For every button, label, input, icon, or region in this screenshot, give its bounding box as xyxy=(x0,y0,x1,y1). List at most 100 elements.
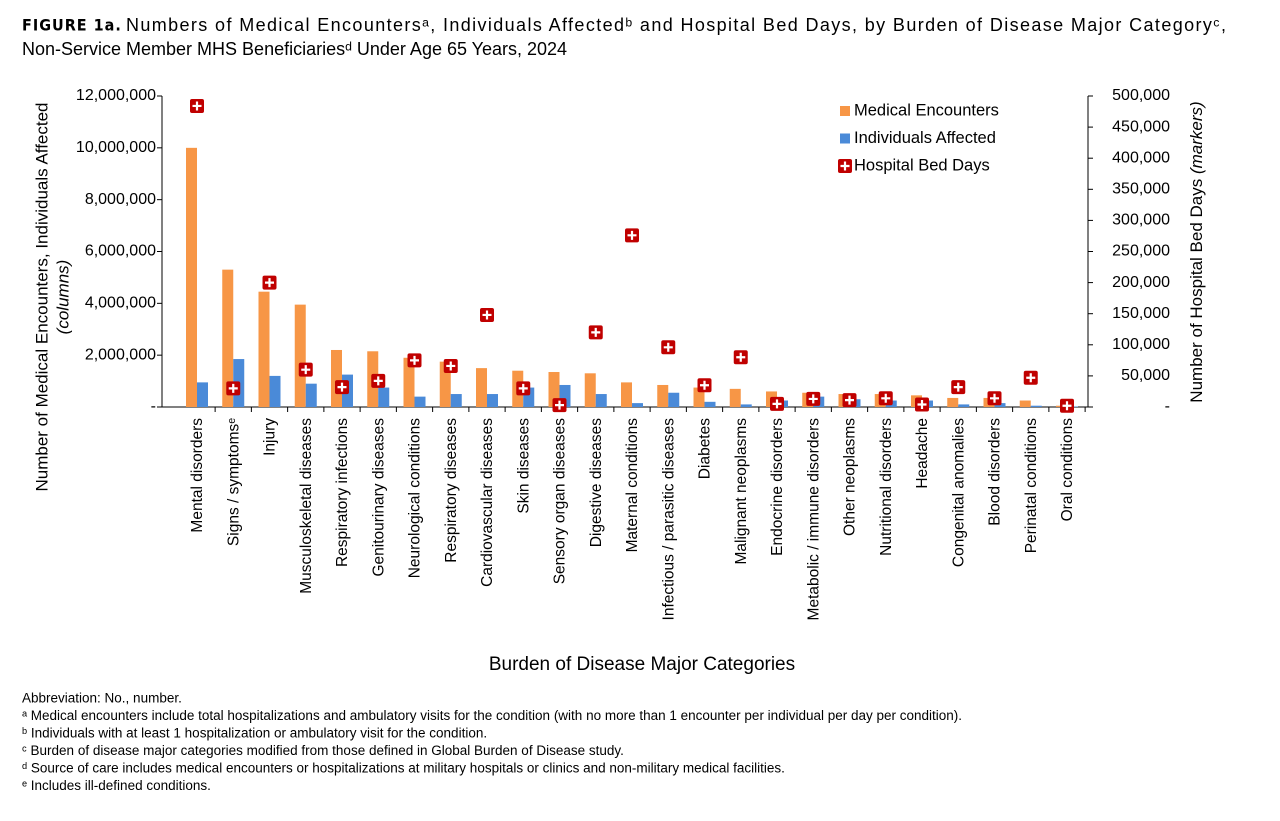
chart-title: Non-Service Member MHS Beneficiariesᵈ Un… xyxy=(22,39,567,59)
marker-cross xyxy=(555,400,564,410)
footnote: ᵉ Includes ill-defined conditions. xyxy=(22,778,211,793)
bar xyxy=(559,384,571,407)
y2-tick-label: 50,000 xyxy=(1121,367,1170,384)
point-marker xyxy=(588,325,603,340)
bar xyxy=(548,372,560,407)
bar xyxy=(403,357,415,407)
bar xyxy=(476,368,487,407)
bar xyxy=(1030,405,1042,407)
point-marker xyxy=(516,381,531,396)
legend-label: Individuals Affected xyxy=(854,129,996,147)
bar xyxy=(378,387,390,407)
legend-swatch xyxy=(840,106,850,116)
x-tick-label: Injury xyxy=(262,418,279,456)
point-marker xyxy=(770,396,784,411)
y2-axis-label-note: (markers) xyxy=(1187,101,1206,174)
marker-cross xyxy=(845,395,854,405)
point-marker xyxy=(697,378,712,393)
y2-tick-label: - xyxy=(1165,398,1170,415)
marker-cross xyxy=(736,352,746,362)
marker-cross xyxy=(953,382,963,392)
y-tick-label: 12,000,000 xyxy=(76,87,156,104)
point-marker xyxy=(661,340,676,355)
marker-cross xyxy=(627,230,637,240)
x-tick-label: Musculoskeletal diseases xyxy=(298,418,315,594)
x-tick-label: Respiratory diseases xyxy=(443,418,460,563)
y2-tick-label: 350,000 xyxy=(1112,181,1170,198)
x-tick-label: Digestive diseases xyxy=(588,418,605,547)
legend-label: Hospital Bed Days xyxy=(854,156,990,174)
y2-tick-label: 250,000 xyxy=(1112,243,1170,260)
y-axis-label: (columns) xyxy=(53,260,72,335)
bar xyxy=(487,394,498,407)
x-tick-label: Maternal conditions xyxy=(624,418,641,553)
point-marker xyxy=(1023,370,1038,385)
marker-cross xyxy=(482,310,492,320)
bar xyxy=(222,269,234,407)
y-tick-label: 2,000,000 xyxy=(85,346,156,363)
marker-cross xyxy=(301,365,311,375)
y2-tick-label: 400,000 xyxy=(1112,149,1170,166)
footnote: ᶜ Burden of disease major categories mod… xyxy=(22,743,624,758)
point-marker xyxy=(371,373,386,388)
marker-cross xyxy=(917,400,927,410)
x-tick-label: Oral conditions xyxy=(1059,418,1076,522)
marker-cross xyxy=(518,383,528,393)
y2-tick-label: 450,000 xyxy=(1112,118,1170,135)
bar xyxy=(269,375,281,407)
y2-tick-label: 100,000 xyxy=(1112,336,1170,353)
bar xyxy=(450,394,462,407)
marker-cross xyxy=(265,278,274,288)
bar xyxy=(693,387,705,407)
x-tick-label: Malignant neoplasms xyxy=(733,418,750,565)
marker-cross xyxy=(881,393,891,403)
point-marker xyxy=(335,380,349,395)
point-marker xyxy=(806,391,821,406)
point-marker xyxy=(625,228,639,243)
x-tick-label: Respiratory infections xyxy=(334,418,351,567)
marker-cross xyxy=(192,101,202,111)
point-marker xyxy=(407,353,422,368)
bar xyxy=(668,392,680,407)
y-axis-label: Number of Medical Encounters, Individual… xyxy=(32,102,51,491)
x-tick-label: Diabetes xyxy=(697,418,714,479)
x-tick-label: Cardiovascular diseases xyxy=(479,418,496,587)
bar xyxy=(414,396,426,407)
marker-cross xyxy=(446,361,456,371)
marker-cross xyxy=(1062,401,1072,411)
legend-marker xyxy=(838,159,852,173)
marker-cross xyxy=(808,394,818,404)
marker-cross xyxy=(772,399,782,409)
bar xyxy=(584,373,596,407)
bar xyxy=(947,397,959,407)
bar xyxy=(740,404,752,407)
marker-cross xyxy=(410,355,419,365)
marker-cross xyxy=(990,393,999,403)
footnote: ᵃ Medical encounters include total hospi… xyxy=(22,708,962,723)
bar xyxy=(523,387,535,407)
y-tick-label: 4,000,000 xyxy=(85,295,156,312)
x-tick-label: Neurological conditions xyxy=(407,418,424,579)
x-tick-label: Mental disorders xyxy=(189,418,206,533)
y2-tick-label: 500,000 xyxy=(1112,87,1170,104)
bar xyxy=(729,388,741,407)
bar xyxy=(704,401,716,407)
x-tick-label: Nutritional disorders xyxy=(878,418,895,556)
point-marker xyxy=(298,362,313,377)
bar xyxy=(958,404,970,407)
point-marker xyxy=(915,397,929,412)
y2-tick-label: 150,000 xyxy=(1112,305,1170,322)
y-tick-label: - xyxy=(151,398,156,415)
x-tick-label: Congenital anomalies xyxy=(950,418,967,567)
point-marker xyxy=(443,358,458,373)
marker-cross xyxy=(591,327,601,337)
point-marker xyxy=(480,307,494,322)
bar xyxy=(186,147,197,408)
x-tick-label: Skin diseases xyxy=(515,418,532,514)
bar xyxy=(439,361,451,407)
marker-cross xyxy=(1026,373,1036,383)
footnote: Abbreviation: No., number. xyxy=(22,691,182,706)
marker-cross xyxy=(337,382,347,392)
